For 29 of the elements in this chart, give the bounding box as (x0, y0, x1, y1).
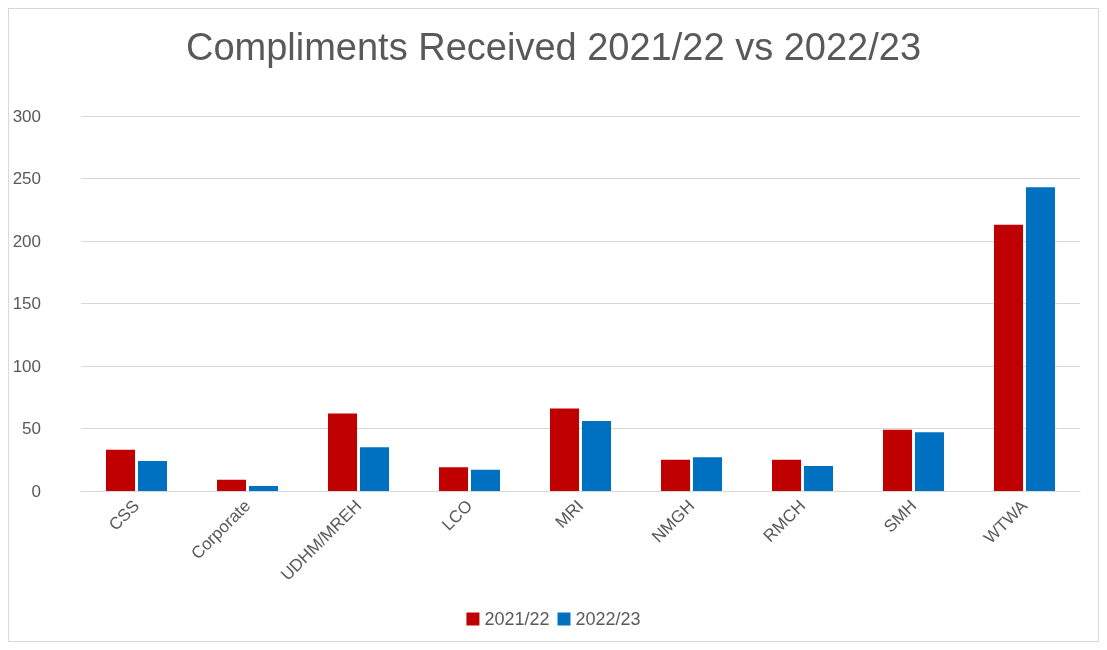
bar (1025, 187, 1056, 491)
y-tick-label: 50 (22, 419, 41, 438)
y-tick-label: 0 (31, 481, 41, 501)
bar (581, 421, 612, 491)
legend-label: 2022/23 (575, 609, 641, 629)
y-tick-label: 150 (12, 294, 41, 313)
chart-title: Compliments Received 2021/22 vs 2022/23 (185, 26, 922, 68)
bar (914, 432, 945, 491)
bar (438, 467, 469, 491)
bar (803, 466, 834, 491)
bar (216, 479, 247, 491)
bar (327, 413, 358, 491)
y-tick-label: 200 (12, 231, 41, 251)
bar (248, 486, 279, 491)
legend-label: 2021/22 (484, 609, 550, 629)
bar (993, 224, 1024, 491)
bar (549, 408, 580, 491)
bar (470, 469, 501, 491)
y-tick-label: 300 (12, 106, 41, 126)
x-tick-label: MRI (551, 496, 588, 532)
bar (660, 459, 691, 491)
y-tick-label: 250 (12, 169, 41, 188)
y-tick-label: 100 (12, 356, 41, 376)
bar (882, 429, 913, 491)
bar (692, 457, 723, 491)
bar (359, 447, 390, 491)
bar (137, 461, 168, 491)
bar (105, 449, 136, 491)
bar (771, 459, 802, 491)
